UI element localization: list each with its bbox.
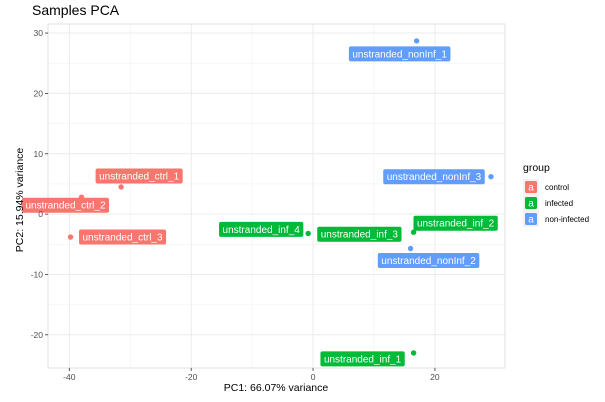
point-label-box bbox=[377, 253, 480, 269]
point-label: unstranded_ctrl_1 bbox=[95, 168, 183, 184]
point-label-text: unstranded_nonInf_1 bbox=[352, 49, 447, 60]
point-label-box bbox=[21, 197, 110, 213]
point-label: unstranded_inf_3 bbox=[317, 226, 402, 242]
point-label-text: unstranded_nonInf_2 bbox=[381, 256, 476, 267]
chart-title: Samples PCA bbox=[32, 2, 120, 18]
point-label-box bbox=[413, 215, 498, 231]
y-tick-label: 30 bbox=[34, 28, 44, 38]
legend-label: control bbox=[545, 183, 569, 192]
x-tick-label: -40 bbox=[63, 372, 76, 382]
point-label-text: unstranded_inf_1 bbox=[324, 354, 402, 365]
point-label-text: unstranded_inf_3 bbox=[321, 230, 399, 241]
point-label-text: unstranded_ctrl_1 bbox=[99, 171, 179, 182]
data-point bbox=[67, 234, 74, 240]
point-label: unstranded_inf_1 bbox=[320, 351, 405, 367]
legend-title: group bbox=[523, 162, 550, 174]
plot-panel bbox=[47, 23, 506, 369]
point-label: unstranded_ctrl_2 bbox=[21, 197, 110, 213]
data-point bbox=[305, 230, 311, 237]
point-label: unstranded_nonInf_1 bbox=[348, 46, 451, 62]
y-tick-label: 0 bbox=[38, 209, 43, 219]
legend-item: a infected bbox=[523, 195, 573, 211]
point-label-text: unstranded_inf_2 bbox=[417, 219, 495, 230]
data-point bbox=[410, 229, 417, 235]
x-tick-label: -20 bbox=[185, 372, 198, 382]
legend-item: a control bbox=[523, 179, 569, 195]
point-label-box bbox=[320, 351, 405, 367]
x-tick-label: 20 bbox=[430, 372, 440, 382]
point-label-box bbox=[95, 168, 183, 184]
x-axis-title: PC1: 66.07% variance bbox=[224, 382, 329, 394]
data-point bbox=[488, 173, 494, 180]
axes: -40 -20 0 20 -20 -10 0 10 20 30 bbox=[31, 28, 440, 382]
legend-key-glyph: a bbox=[528, 215, 534, 226]
y-tick-label: 20 bbox=[34, 88, 44, 98]
legend-item: a non-infected bbox=[523, 211, 589, 227]
y-tick-label: -20 bbox=[31, 330, 44, 340]
point-label-box bbox=[348, 46, 451, 62]
data-point bbox=[413, 38, 420, 44]
data-point bbox=[407, 245, 414, 252]
point-label-box bbox=[383, 169, 485, 185]
point-label-text: unstranded_ctrl_3 bbox=[83, 233, 163, 244]
y-tick-label: 10 bbox=[34, 149, 44, 159]
point-label: unstranded_inf_2 bbox=[413, 215, 498, 231]
point-label: unstranded_nonInf_3 bbox=[383, 169, 485, 185]
point-label-text: unstranded_ctrl_2 bbox=[25, 201, 105, 212]
point-label: unstranded_ctrl_3 bbox=[79, 229, 167, 245]
point-label-box bbox=[79, 229, 167, 245]
legend: group a control a infected a non-infected bbox=[523, 162, 589, 227]
panel-background bbox=[48, 24, 505, 368]
legend-key-swatch bbox=[525, 197, 537, 209]
point-label-box bbox=[317, 226, 402, 242]
legend-key-glyph: a bbox=[528, 199, 534, 210]
point-label-box bbox=[219, 221, 304, 237]
point-label-text: unstranded_nonInf_3 bbox=[387, 172, 482, 183]
legend-key-glyph: a bbox=[528, 183, 534, 194]
point-label: unstranded_nonInf_2 bbox=[377, 253, 480, 269]
x-tick-label: 0 bbox=[311, 372, 316, 382]
data-point bbox=[118, 184, 124, 190]
y-axis-title: PC2: 15.94% variance bbox=[14, 148, 26, 253]
point-label-text: unstranded_inf_4 bbox=[223, 225, 301, 236]
legend-label: infected bbox=[545, 199, 573, 208]
data-point bbox=[410, 350, 417, 356]
legend-key-swatch bbox=[525, 181, 537, 193]
legend-key-swatch bbox=[525, 213, 537, 225]
point-labels: unstranded_ctrl_1unstranded_ctrl_2unstra… bbox=[21, 46, 498, 367]
y-tick-label: -10 bbox=[31, 269, 44, 279]
legend-label: non-infected bbox=[545, 215, 589, 224]
panel-border bbox=[47, 23, 506, 369]
point-label: unstranded_inf_4 bbox=[219, 221, 304, 237]
